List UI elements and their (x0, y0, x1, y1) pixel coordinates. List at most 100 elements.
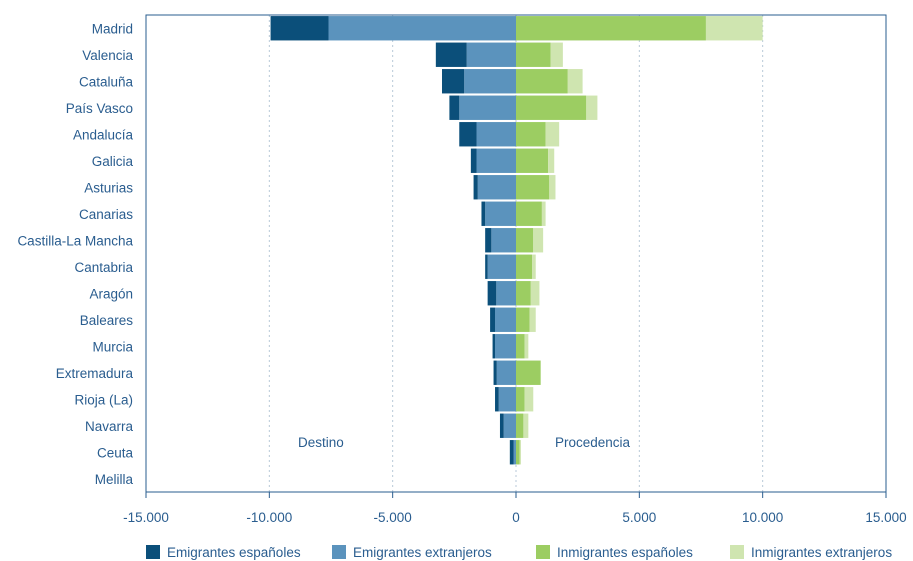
bar-segment (491, 228, 516, 253)
bar-segment (470, 148, 477, 173)
bar-segment (549, 175, 556, 200)
category-label: Ceuta (97, 445, 134, 460)
bar-segment (516, 307, 530, 332)
bar-segment (516, 254, 533, 279)
bar-segment (550, 42, 563, 67)
x-tick-label: -5.000 (374, 510, 412, 525)
bar-segment (496, 360, 516, 385)
bar-segment (516, 413, 524, 438)
bar-segment (509, 440, 514, 465)
bar-segment (495, 334, 516, 359)
x-tick-label: 15.000 (865, 510, 906, 525)
category-label: Asturias (84, 180, 133, 195)
category-label: Galicia (92, 154, 134, 169)
bar-segment (513, 440, 516, 465)
bar-segment (516, 228, 534, 253)
annotation-destino: Destino (298, 435, 344, 450)
category-label: Melilla (95, 472, 134, 487)
bar-segment (516, 440, 520, 465)
bar-segment (481, 201, 486, 226)
category-label: Extremadura (56, 366, 134, 381)
category-label: Baleares (80, 313, 134, 328)
bar-segment (487, 281, 497, 306)
bar-segment (493, 360, 497, 385)
x-tick-label: -10.000 (246, 510, 292, 525)
bar-segment (490, 307, 496, 332)
bar-segment (459, 122, 477, 147)
bar-segment (473, 175, 478, 200)
x-axis-ticks: -15.000 -10.000 -5.000 0 5.000 10.000 15.000 (123, 492, 907, 525)
bar-segment (485, 254, 488, 279)
legend-swatch (332, 545, 346, 559)
bar-segment (503, 413, 516, 438)
category-label: Castilla-La Mancha (17, 233, 133, 248)
bar-segment (270, 16, 329, 41)
category-label: Canarias (79, 207, 133, 222)
legend-swatch (146, 545, 160, 559)
x-tick-label: 10.000 (742, 510, 783, 525)
category-label: Murcia (92, 339, 133, 354)
bar-segment (530, 281, 540, 306)
bar-segment (499, 413, 504, 438)
bar-segment (328, 16, 516, 41)
bar-segment (435, 42, 467, 67)
legend: Emigrantes españoles Emigrantes extranjer… (146, 545, 892, 560)
bar-segment (516, 122, 546, 147)
bar-segment (541, 201, 546, 226)
category-label: Cataluña (79, 74, 134, 89)
bar-segment (545, 122, 560, 147)
category-label: Andalucía (73, 127, 134, 142)
annotation-procedencia: Procedencia (555, 435, 631, 450)
category-label: Madrid (92, 21, 133, 36)
bar-segment (485, 228, 492, 253)
bar-segment (495, 307, 516, 332)
legend-label: Emigrantes extranjeros (353, 545, 492, 560)
bar-segment (485, 201, 516, 226)
bar-segment (548, 148, 555, 173)
x-tick-label: 0 (512, 510, 520, 525)
bar-segment (516, 175, 550, 200)
category-labels: Madrid Valencia Cataluña País Vasco Andalucí… (17, 21, 133, 487)
bar-segment (487, 254, 516, 279)
x-tick-label: -15.000 (123, 510, 169, 525)
bar-segment (476, 148, 516, 173)
bar-segment (532, 254, 536, 279)
category-label: Navarra (85, 419, 134, 434)
legend-label: Emigrantes españoles (167, 545, 301, 560)
bar-segment (529, 307, 536, 332)
bar-segment (524, 334, 529, 359)
category-label: Aragón (89, 286, 133, 301)
bar-segment (492, 334, 496, 359)
bar-segment (516, 387, 525, 412)
bar-segment (464, 69, 516, 94)
category-label: Cantabria (74, 260, 133, 275)
legend-label: Inmigrantes extranjeros (751, 545, 892, 560)
bar-segment (516, 201, 542, 226)
bar-segment (449, 95, 460, 120)
bar-segment (459, 95, 516, 120)
x-tick-label: 5.000 (622, 510, 656, 525)
bar-segment (516, 69, 568, 94)
bar-segment (516, 95, 587, 120)
bar-segment (476, 122, 516, 147)
bar-segment (498, 387, 516, 412)
bars (270, 16, 763, 465)
bar-segment (524, 387, 534, 412)
bar-segment (516, 334, 525, 359)
bar-segment (496, 281, 516, 306)
category-label: Rioja (La) (74, 392, 133, 407)
legend-swatch (536, 545, 550, 559)
bar-segment (567, 69, 583, 94)
bar-segment (516, 16, 706, 41)
bar-segment (705, 16, 763, 41)
bar-segment (523, 413, 529, 438)
bar-segment (516, 360, 541, 385)
bar-segment (516, 42, 551, 67)
bar-segment (442, 69, 465, 94)
bar-segment (477, 175, 516, 200)
bar-segment (533, 228, 544, 253)
legend-swatch (730, 545, 744, 559)
category-label: País Vasco (66, 101, 133, 116)
bar-segment (495, 387, 499, 412)
